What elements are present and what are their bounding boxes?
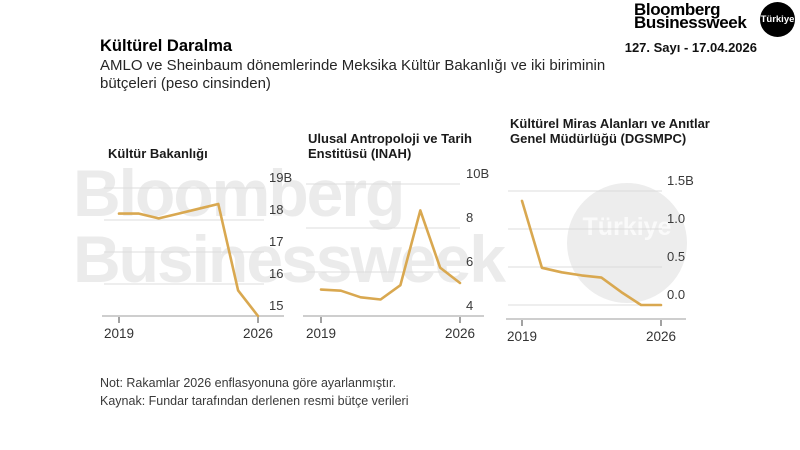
y-tick-label: 1.5B	[667, 173, 694, 188]
y-tick-label: 10B	[466, 166, 489, 181]
watermark-text: Bloomberg Businessweek	[73, 156, 506, 296]
x-tick-label: 2026	[243, 326, 273, 341]
watermark-circle: Türkiye	[567, 183, 687, 303]
y-tick-label: 8	[466, 210, 473, 225]
chart-title-dgsmpc: Kültürel Miras Alanları ve Anıtlar Genel…	[510, 116, 710, 146]
watermark-line-1: Bloomberg	[73, 156, 405, 230]
x-tick-label: 2019	[306, 326, 336, 341]
y-tick-label: 15	[269, 298, 283, 313]
page-subtitle: AMLO ve Sheinbaum dönemlerinde Meksika K…	[100, 57, 606, 92]
page-title: Kültürel Daralma	[100, 37, 233, 55]
turkiye-badge-label: Türkiye	[760, 14, 795, 25]
chart-title-inah: Ulusal Antropoloji ve Tarih Enstitüsü (I…	[308, 131, 472, 161]
y-tick-label: 4	[466, 298, 473, 313]
y-tick-label: 0.5	[667, 249, 685, 264]
chart-2: 2019 2026 1.5B 1.0 0.5 0.0	[506, 173, 694, 344]
y-tick-label: 18	[269, 202, 283, 217]
bloomberg-businessweek-logo: Bloomberg Businessweek	[634, 0, 747, 32]
turkiye-badge: Türkiye	[760, 2, 795, 37]
y-tick-label: 0.0	[667, 287, 685, 302]
y-tick-label: 6	[466, 254, 473, 269]
chart-0: 2019 2026 19B 18 17 16 15	[102, 170, 292, 341]
source-note: Kaynak: Fundar tarafından derlenen resmi…	[100, 394, 409, 408]
footnote: Not: Rakamlar 2026 enflasyonuna göre aya…	[100, 376, 396, 390]
y-tick-label: 19B	[269, 170, 292, 185]
chart-title-kultur-bakanligi: Kültür Bakanlığı	[108, 146, 208, 161]
x-tick-label: 2019	[507, 329, 537, 344]
watermark-line-2: Businessweek	[73, 222, 506, 296]
x-tick-label: 2026	[646, 329, 676, 344]
y-tick-label: 1.0	[667, 211, 685, 226]
logo-line-bloomberg: Bloomberg	[634, 0, 721, 19]
y-tick-label: 17	[269, 234, 283, 249]
y-tick-label: 16	[269, 266, 283, 281]
budget-line	[117, 202, 260, 318]
budget-line	[319, 209, 462, 301]
watermark-circle-label: Türkiye	[582, 213, 672, 241]
budget-line	[520, 199, 663, 307]
x-tick-label: 2026	[445, 326, 475, 341]
chart-1: 2019 2026 10B 8 6 4	[303, 166, 489, 341]
x-tick-label: 2019	[104, 326, 134, 341]
issue-date: 127. Sayı - 17.04.2026	[624, 40, 757, 55]
logo-line-businessweek: Businessweek	[634, 12, 747, 32]
